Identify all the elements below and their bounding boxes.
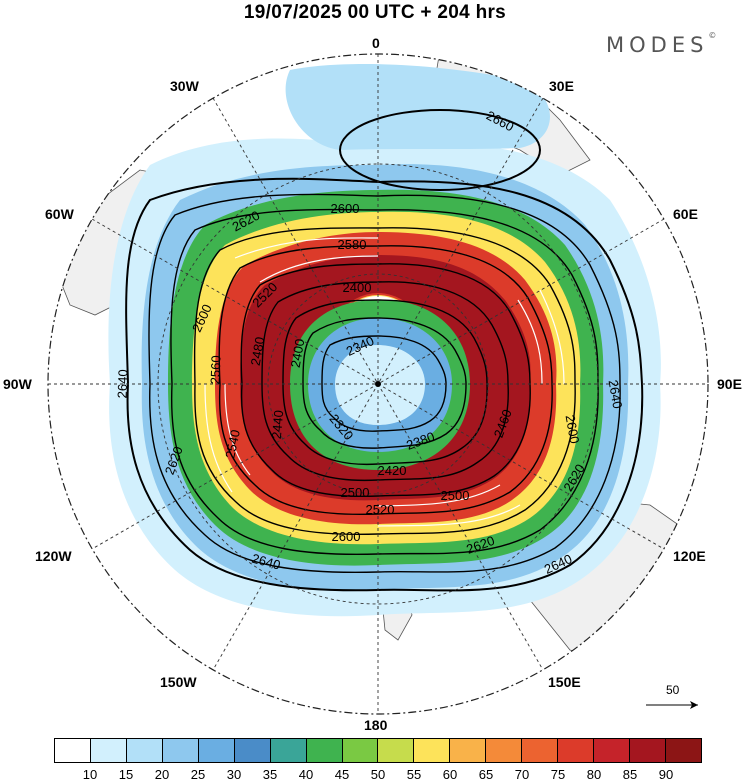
colorbar-swatch	[665, 739, 701, 762]
lon-label-0: 0	[372, 35, 380, 51]
contour-label: 2480	[248, 336, 268, 367]
lon-label-150e: 150E	[548, 674, 581, 690]
height-contours	[125, 109, 644, 592]
colorbar-tick-label: 80	[586, 767, 602, 782]
contour-label: 2600	[331, 201, 360, 216]
reference-vector	[646, 701, 698, 709]
contour-label: 2640	[115, 369, 131, 398]
contour-2480	[240, 263, 531, 498]
colorbar-swatch	[342, 739, 379, 762]
colorbar-swatch	[234, 739, 271, 762]
colorbar-tick-label: 45	[334, 767, 350, 782]
colorbar-swatch	[630, 739, 666, 762]
contour-label: 2580	[338, 237, 367, 252]
contour-2660	[339, 109, 541, 191]
colorbar-tick-label: 10	[82, 767, 98, 782]
lon-label-60e: 60E	[673, 206, 698, 222]
streamline-5	[259, 255, 379, 283]
reference-vector-label: 50	[666, 683, 680, 697]
colorbar-tick-label: 15	[118, 767, 134, 782]
contour-2520	[218, 245, 553, 516]
colorbar-tick-label: 30	[226, 767, 242, 782]
contour-label: 2600	[563, 414, 583, 445]
contour-label: 2640	[606, 379, 626, 410]
contour-2400	[282, 299, 488, 466]
brand-logo: MODES©	[606, 31, 717, 57]
streamline-4	[204, 383, 233, 493]
colorbar-swatch	[450, 739, 487, 762]
lon-label-90w: 90W	[3, 376, 32, 392]
colorbar-swatch	[55, 739, 91, 762]
colorbar-tick-label: 85	[622, 767, 638, 782]
contour-label: 2500	[441, 488, 470, 503]
shade-north-light	[285, 64, 550, 150]
map-boundary	[47, 53, 709, 715]
colorbar-swatch	[162, 739, 199, 762]
contour-2620	[148, 193, 621, 574]
colorbar-swatch	[378, 739, 415, 762]
pole-dot	[375, 381, 381, 387]
streamline-6	[517, 299, 543, 385]
streamline-7	[377, 484, 501, 507]
contour-label: 2560	[208, 355, 224, 384]
contour-2560	[193, 227, 576, 536]
wind-vectors	[204, 237, 565, 527]
contour-label: 2540	[222, 428, 243, 459]
lon-label-30w: 30W	[170, 78, 199, 94]
contour-label: 2640	[250, 551, 282, 573]
colorbar-swatch	[522, 739, 559, 762]
colorbar-swatch	[126, 739, 163, 762]
colorbar-swatch	[558, 739, 595, 762]
lon-label-120w: 120W	[35, 548, 72, 564]
contour-label: 2400	[288, 338, 308, 369]
colorbar-swatch	[90, 739, 127, 762]
colorbar-tick-label: 35	[262, 767, 278, 782]
contour-2360	[302, 317, 467, 449]
colorbar-swatch	[486, 739, 523, 762]
colorbar-tick-label: 50	[370, 767, 386, 782]
colorbar	[54, 738, 702, 763]
streamline-2	[539, 289, 565, 385]
colorbar-swatch	[414, 739, 451, 762]
contour-2640	[125, 177, 644, 592]
colorbar-tick-label: 75	[550, 767, 566, 782]
colorbar-swatch	[198, 739, 235, 762]
colorbar-tick-label: 60	[442, 767, 458, 782]
lon-label-90e: 90E	[717, 376, 742, 392]
streamline-3	[377, 504, 521, 527]
colorbar-tick-label: 65	[478, 767, 494, 782]
contour-label: 2440	[269, 410, 286, 440]
lon-label-30e: 30E	[549, 78, 574, 94]
colorbar-swatch	[306, 739, 343, 762]
lon-label-120e: 120E	[673, 548, 706, 564]
lon-label-180: 180	[364, 717, 388, 733]
contour-label: 2420	[378, 463, 407, 478]
contour-2600	[170, 208, 599, 556]
contour-2440	[261, 281, 509, 482]
streamline-8	[224, 383, 251, 476]
contour-2340	[321, 335, 447, 432]
contour-label: 2500	[341, 485, 370, 500]
colorbar-tick-label: 70	[514, 767, 530, 782]
contour-label: 2400	[343, 280, 372, 295]
colorbar-swatch	[270, 739, 307, 762]
colorbar-tick-label: 55	[406, 767, 422, 782]
contour-label: 2600	[332, 529, 361, 544]
colorbar-tick-label: 20	[154, 767, 170, 782]
map-title: 19/07/2025 00 UTC + 204 hrs	[243, 2, 507, 23]
lon-label-150w: 150W	[160, 674, 197, 690]
colorbar-tick-label: 90	[658, 767, 674, 782]
lon-label-60w: 60W	[45, 206, 74, 222]
colorbar-tick-label: 25	[190, 767, 206, 782]
contour-label: 2520	[366, 502, 395, 517]
colorbar-swatch	[594, 739, 630, 762]
colorbar-tick-label: 40	[298, 767, 314, 782]
streamline-1	[234, 237, 379, 259]
